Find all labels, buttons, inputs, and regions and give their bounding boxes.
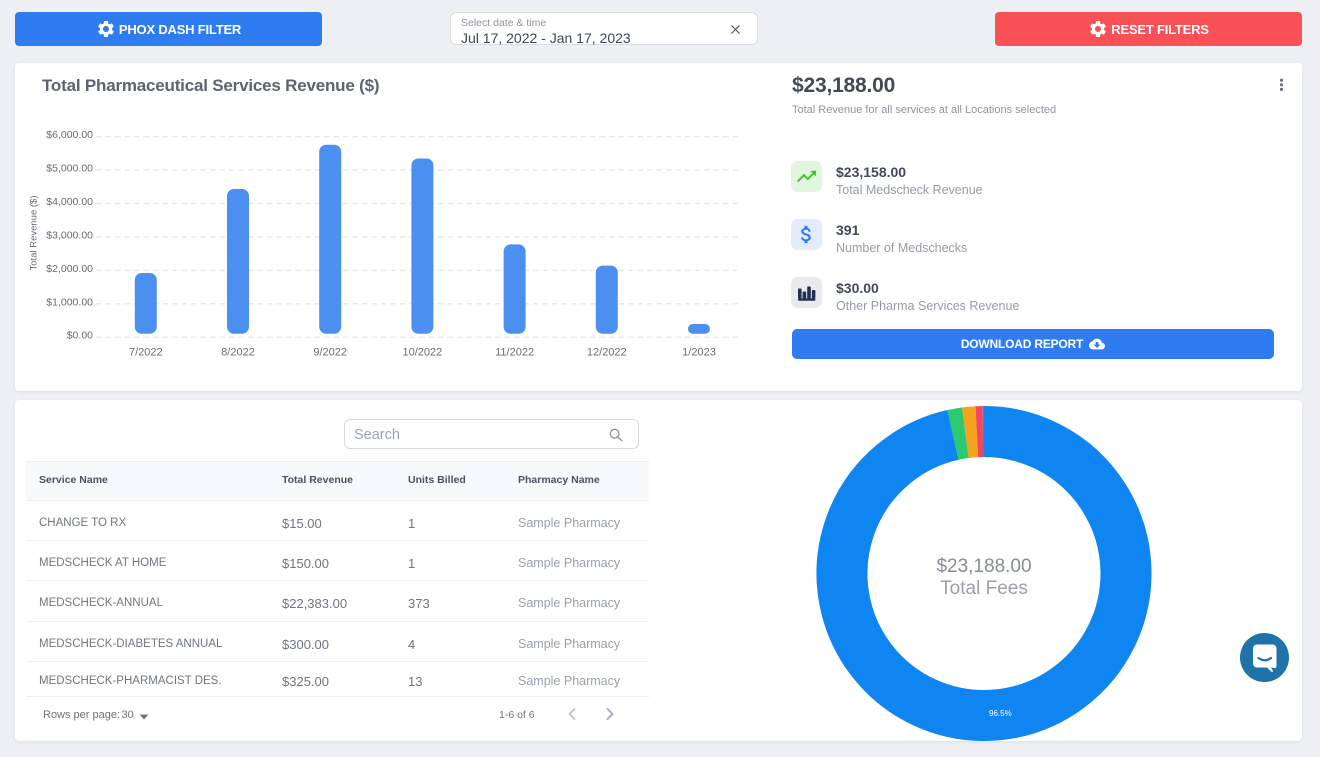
svg-text:$1,000.00: $1,000.00	[46, 296, 93, 308]
svg-text:11/2022: 11/2022	[495, 347, 534, 359]
svg-text:12/2022: 12/2022	[587, 347, 627, 359]
svg-text:1/2023: 1/2023	[682, 347, 716, 359]
svg-text:$5,000.00: $5,000.00	[46, 163, 93, 175]
svg-text:$4,000.00: $4,000.00	[46, 196, 93, 208]
svg-text:$0.00: $0.00	[67, 330, 93, 342]
svg-text:9/2022: 9/2022	[313, 347, 347, 359]
svg-text:Total Revenue ($): Total Revenue ($)	[29, 196, 40, 271]
svg-text:10/2022: 10/2022	[403, 347, 443, 359]
svg-text:$3,000.00: $3,000.00	[46, 230, 93, 242]
svg-text:7/2022: 7/2022	[129, 347, 163, 359]
svg-text:$6,000.00: $6,000.00	[46, 129, 93, 141]
svg-text:8/2022: 8/2022	[221, 347, 255, 359]
svg-text:$2,000.00: $2,000.00	[46, 263, 93, 275]
